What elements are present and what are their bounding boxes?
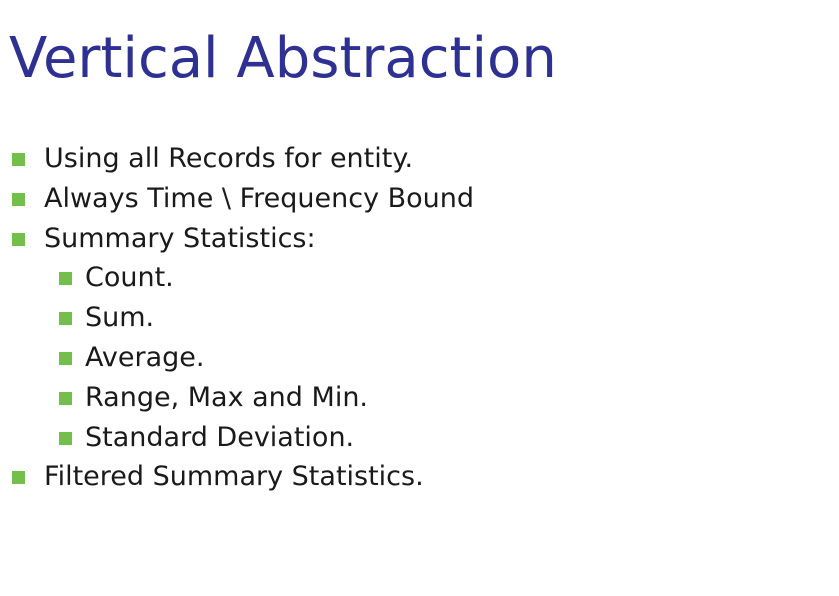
square-bullet-icon: [12, 153, 25, 166]
sub-bullet-text: Standard Deviation.: [85, 421, 355, 453]
sub-bullet-text: Range, Max and Min.: [85, 381, 369, 413]
sub-bullet-item: Range, Max and Min.: [0, 378, 474, 418]
bullet-text: Filtered Summary Statistics.: [44, 461, 424, 493]
slide-title: Vertical Abstraction: [9, 26, 557, 91]
bullet-list: Using all Records for entity. Always Tim…: [0, 139, 474, 497]
bullet-item: Filtered Summary Statistics.: [0, 457, 474, 497]
square-bullet-icon: [59, 272, 72, 286]
square-bullet-icon: [12, 192, 25, 206]
bullet-item: Using all Records for entity.: [0, 139, 474, 179]
square-bullet-icon: [12, 232, 25, 246]
square-bullet-icon: [59, 351, 72, 365]
bullet-item: Summary Statistics:: [0, 219, 474, 259]
bullet-text: Using all Records for entity.: [44, 143, 414, 174]
sub-bullet-text: Count.: [85, 262, 174, 294]
sub-bullet-text: Average.: [85, 341, 205, 373]
bullet-item: Always Time \ Frequency Bound: [0, 179, 474, 219]
square-bullet-icon: [59, 312, 72, 326]
bullet-text: Summary Statistics:: [44, 222, 316, 254]
square-bullet-icon: [59, 431, 72, 445]
sub-bullet-item: Average.: [0, 338, 474, 378]
sub-bullet-item: Count.: [0, 258, 474, 298]
bullet-text: Always Time \ Frequency Bound: [44, 182, 475, 214]
sub-bullet-text: Sum.: [85, 302, 155, 334]
square-bullet-icon: [12, 471, 25, 485]
sub-bullet-item: Sum.: [0, 298, 474, 338]
square-bullet-icon: [59, 391, 72, 405]
sub-bullet-item: Standard Deviation.: [0, 418, 474, 458]
